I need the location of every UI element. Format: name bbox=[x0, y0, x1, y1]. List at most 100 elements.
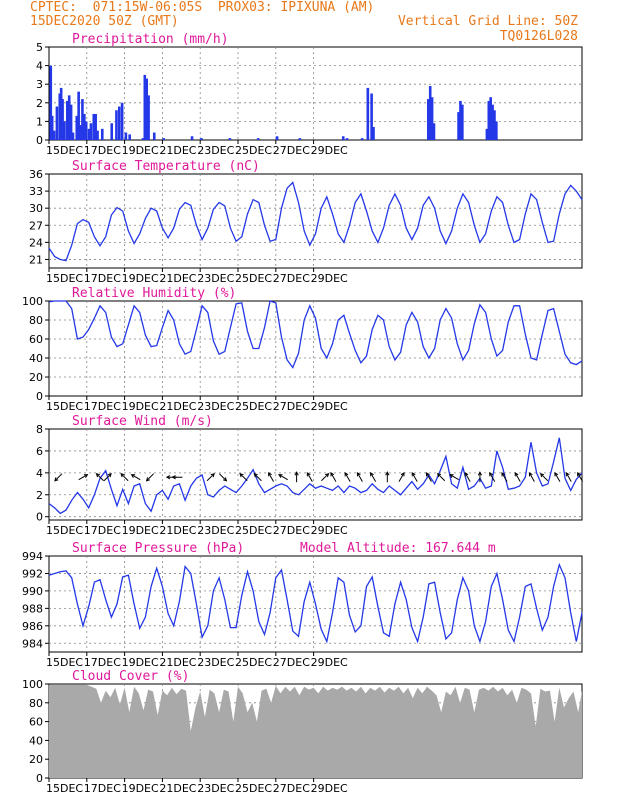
pressure-ytick-label: 986 bbox=[22, 620, 43, 633]
humidity-title: Relative Humidity (%) bbox=[72, 286, 236, 301]
precipitation-xtick-label: 17DEC bbox=[84, 144, 121, 157]
temperature-ytick-label: 36 bbox=[29, 168, 43, 181]
wind-arrow-head bbox=[489, 472, 493, 477]
wind-arrow-head bbox=[539, 472, 545, 478]
temperature-xtick-label: 27DEC bbox=[273, 272, 310, 285]
wind-arrow bbox=[577, 472, 584, 482]
cloud-cover-ytick-label: 100 bbox=[22, 678, 43, 691]
wind-ytick-label: 4 bbox=[36, 467, 43, 480]
precipitation-bar bbox=[459, 100, 462, 140]
precipitation-bar bbox=[461, 104, 464, 140]
precipitation-bar bbox=[430, 97, 434, 140]
precipitation-bar bbox=[100, 128, 104, 140]
cloud-cover-xtick-label: 29DEC bbox=[311, 782, 348, 795]
pressure-title: Surface Pressure (hPa) bbox=[72, 541, 244, 556]
pressure-xtick-label: 29DEC bbox=[311, 656, 348, 669]
precipitation-bar bbox=[66, 100, 69, 140]
wind-arrow-head bbox=[239, 472, 244, 478]
precipitation-bar bbox=[115, 110, 118, 140]
precipitation-ytick-label: 0 bbox=[36, 134, 43, 147]
wind-arrow-head bbox=[449, 474, 454, 478]
wind-arrow-head bbox=[95, 472, 101, 478]
precipitation-bar bbox=[152, 132, 156, 140]
wind-arrow-head bbox=[330, 472, 335, 477]
wind-arrow-head bbox=[145, 477, 151, 482]
wind-arrow-head bbox=[294, 471, 299, 476]
wind-arrow-head bbox=[370, 472, 374, 477]
humidity-xtick-label: 23DEC bbox=[197, 400, 234, 413]
precipitation-bar bbox=[79, 125, 82, 140]
precipitation-bar bbox=[200, 138, 203, 140]
wind-arrow-head bbox=[278, 474, 283, 478]
humidity-xtick-label: 27DEC bbox=[273, 400, 310, 413]
wind-arrow-head bbox=[554, 472, 559, 477]
precipitation-ytick-label: 3 bbox=[36, 78, 43, 91]
wind-arrow bbox=[514, 472, 521, 482]
cloud-cover-title: Cloud Cover (%) bbox=[72, 669, 189, 684]
precipitation-bar bbox=[89, 123, 93, 140]
wind-arrow-head bbox=[528, 472, 533, 477]
precipitation-bar bbox=[94, 113, 97, 140]
precipitation-bar bbox=[128, 134, 131, 140]
wind-arrow bbox=[268, 472, 275, 482]
header-grid-info: Vertical Grid Line: 50Z bbox=[397, 14, 578, 29]
precipitation-bar bbox=[275, 136, 279, 140]
wind-arrow-head bbox=[54, 477, 59, 482]
wind-xtick-label: 23DEC bbox=[197, 524, 234, 537]
wind-arrow-head bbox=[130, 474, 136, 478]
wind-arrow-head bbox=[411, 472, 416, 477]
pressure-ytick-label: 992 bbox=[22, 567, 43, 580]
wind-arrow bbox=[565, 472, 572, 482]
precipitation-bar bbox=[190, 136, 194, 140]
wind-arrow bbox=[356, 472, 363, 482]
precipitation-bar bbox=[143, 74, 147, 140]
wind-arrow bbox=[206, 473, 215, 482]
wind-frame bbox=[48, 428, 583, 521]
temperature-xtick-label: 25DEC bbox=[235, 272, 272, 285]
cloud-cover-ytick-label: 80 bbox=[29, 697, 43, 710]
wind-arrow bbox=[411, 472, 418, 482]
precipitation-xtick-label: 29DEC bbox=[311, 144, 348, 157]
wind-arrow-head bbox=[83, 474, 89, 478]
wind-arrow-head bbox=[210, 472, 215, 478]
wind-title: Surface Wind (m/s) bbox=[72, 414, 213, 429]
cloud-cover-ytick-label: 20 bbox=[29, 753, 43, 766]
precipitation-bar bbox=[71, 132, 75, 140]
cloud-cover-xtick-label: 23DEC bbox=[197, 782, 234, 795]
wind-arrow bbox=[278, 474, 288, 481]
precipitation-bar bbox=[366, 87, 370, 140]
wind-arrow-head bbox=[165, 475, 171, 480]
wind-arrow bbox=[78, 474, 88, 481]
cloud-cover-ytick-label: 60 bbox=[29, 716, 43, 729]
wind-arrow bbox=[344, 472, 351, 482]
wind-arrow bbox=[528, 472, 535, 482]
wind-arrow bbox=[96, 473, 104, 482]
precipitation-xtick-label: 15DEC bbox=[46, 144, 83, 157]
humidity-frame bbox=[48, 300, 583, 397]
wind-arrow bbox=[554, 472, 561, 482]
precipitation-bar bbox=[63, 121, 66, 140]
precipitation-bar bbox=[485, 128, 489, 140]
wind-arrow bbox=[501, 472, 508, 482]
precipitation-xtick-label: 25DEC bbox=[235, 144, 272, 157]
wind-arrow bbox=[425, 472, 432, 482]
wind-arrow bbox=[370, 472, 377, 482]
temperature-xtick-label: 19DEC bbox=[122, 272, 159, 285]
wind-arrow-head bbox=[222, 477, 228, 482]
wind-arrow-head bbox=[107, 472, 112, 478]
precipitation-xtick-label: 27DEC bbox=[273, 144, 310, 157]
wind-arrow bbox=[540, 473, 549, 482]
wind-arrow bbox=[306, 472, 313, 482]
wind-arrow bbox=[437, 473, 446, 482]
cloud-cover-area bbox=[49, 684, 582, 778]
wind-arrow-head bbox=[253, 472, 258, 478]
wind-arrow-head bbox=[344, 472, 349, 477]
wind-arrow-head bbox=[436, 472, 442, 478]
pressure-ytick-label: 984 bbox=[22, 637, 43, 650]
humidity-xtick-label: 21DEC bbox=[159, 400, 196, 413]
precipitation-bar bbox=[345, 138, 349, 140]
pressure-frame bbox=[48, 555, 583, 653]
precipitation-bar bbox=[372, 126, 375, 140]
cloud-cover-xtick-label: 15DEC bbox=[46, 782, 83, 795]
wind-arrow-head bbox=[577, 472, 581, 477]
